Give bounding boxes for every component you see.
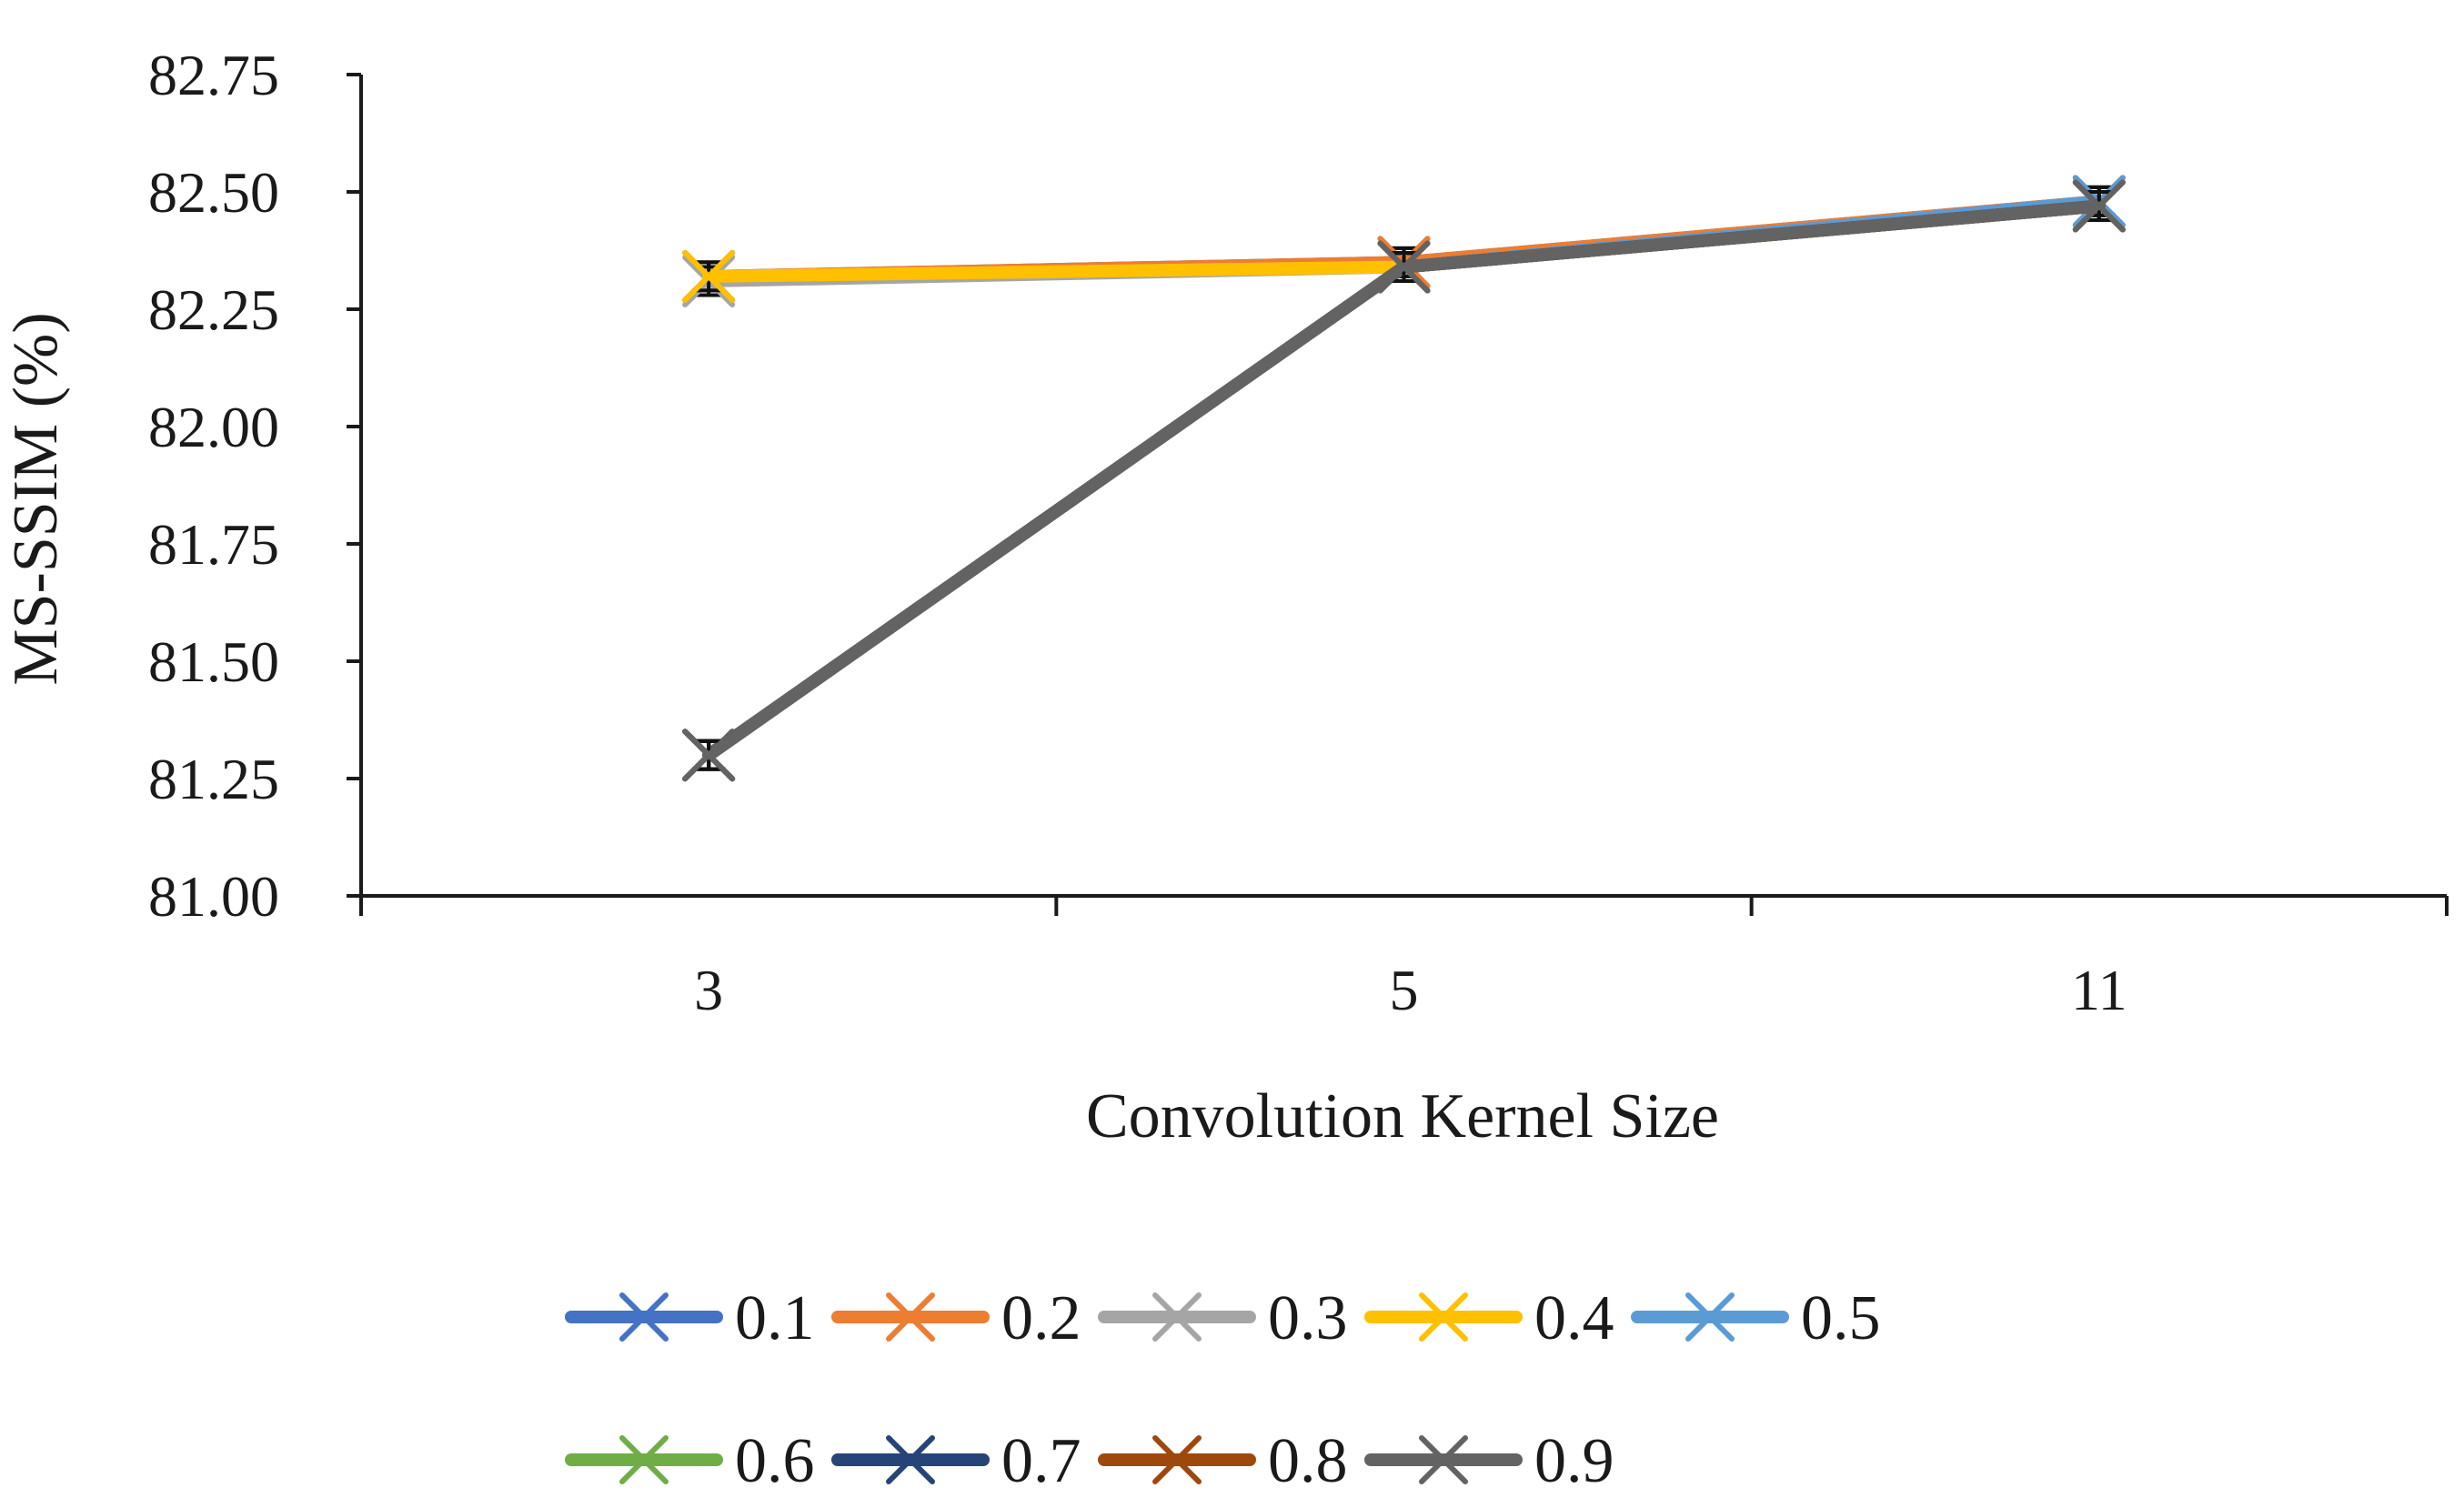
series-0.3 — [682, 179, 2126, 308]
series-line — [702, 195, 2106, 762]
data-point-marker — [1419, 1435, 1468, 1484]
y-tick-label: 82.75 — [148, 43, 279, 107]
x-tick-label: 11 — [2071, 958, 2127, 1022]
legend-item-0.9: 0.9 — [1364, 1426, 1614, 1496]
legend-label: 0.1 — [735, 1283, 815, 1353]
legend-item-0.4: 0.4 — [1364, 1283, 1614, 1353]
x-axis: 3 5 11 — [359, 894, 2449, 1022]
data-point-marker — [1152, 1435, 1202, 1484]
legend-item-0.1: 0.1 — [565, 1283, 815, 1353]
legend-item-0.2: 0.2 — [831, 1283, 1081, 1353]
legend: 0.1 0.2 0.3 0.4 0.5 0.6 0.7 0.8 0.9 — [565, 1283, 1881, 1496]
x-tick-label: 3 — [694, 958, 723, 1022]
y-tick-label: 82.50 — [148, 160, 279, 225]
legend-label: 0.7 — [1001, 1426, 1081, 1496]
y-tick-label: 81.50 — [148, 629, 279, 694]
data-point-marker — [1377, 240, 1431, 294]
legend-item-0.5: 0.5 — [1631, 1283, 1881, 1353]
x-tick-label: 5 — [1390, 958, 1419, 1022]
y-tick-label: 81.00 — [148, 864, 279, 929]
data-point-marker — [1152, 1292, 1202, 1342]
legend-label: 0.8 — [1268, 1426, 1348, 1496]
series-line — [702, 199, 2106, 762]
data-point-marker — [682, 249, 736, 303]
y-tick-label: 81.75 — [148, 512, 279, 577]
legend-label: 0.6 — [735, 1426, 815, 1496]
y-tick-label: 82.00 — [148, 395, 279, 459]
legend-item-0.6: 0.6 — [565, 1426, 815, 1496]
series-line — [702, 199, 2106, 762]
plot-area — [682, 175, 2126, 782]
series-0.9 — [682, 179, 2126, 782]
data-point-marker — [1419, 1292, 1468, 1342]
data-point-marker — [619, 1292, 669, 1342]
y-tick-label: 82.25 — [148, 277, 279, 342]
legend-label: 0.3 — [1268, 1283, 1348, 1353]
legend-item-0.8: 0.8 — [1098, 1426, 1348, 1496]
series-line — [702, 199, 2106, 762]
data-point-marker — [2072, 179, 2126, 233]
legend-item-0.3: 0.3 — [1098, 1283, 1348, 1353]
y-axis-title: MS-SSIM (%) — [1, 312, 71, 685]
data-point-marker — [1685, 1292, 1735, 1342]
data-point-marker — [682, 729, 736, 782]
legend-label: 0.5 — [1801, 1283, 1881, 1353]
legend-item-0.7: 0.7 — [831, 1426, 1081, 1496]
legend-label: 0.2 — [1001, 1283, 1081, 1353]
x-axis-title: Convolution Kernel Size — [1086, 1081, 1719, 1151]
data-point-marker — [619, 1435, 669, 1484]
y-axis: 81.00 81.25 81.50 81.75 82.00 82.25 82.50 82.75 — [148, 43, 363, 929]
legend-label: 0.4 — [1534, 1283, 1614, 1353]
data-point-marker — [886, 1435, 935, 1484]
y-tick-label: 81.25 — [148, 747, 279, 811]
series-line — [702, 199, 2106, 762]
data-point-marker — [886, 1292, 935, 1342]
legend-label: 0.9 — [1534, 1426, 1614, 1496]
